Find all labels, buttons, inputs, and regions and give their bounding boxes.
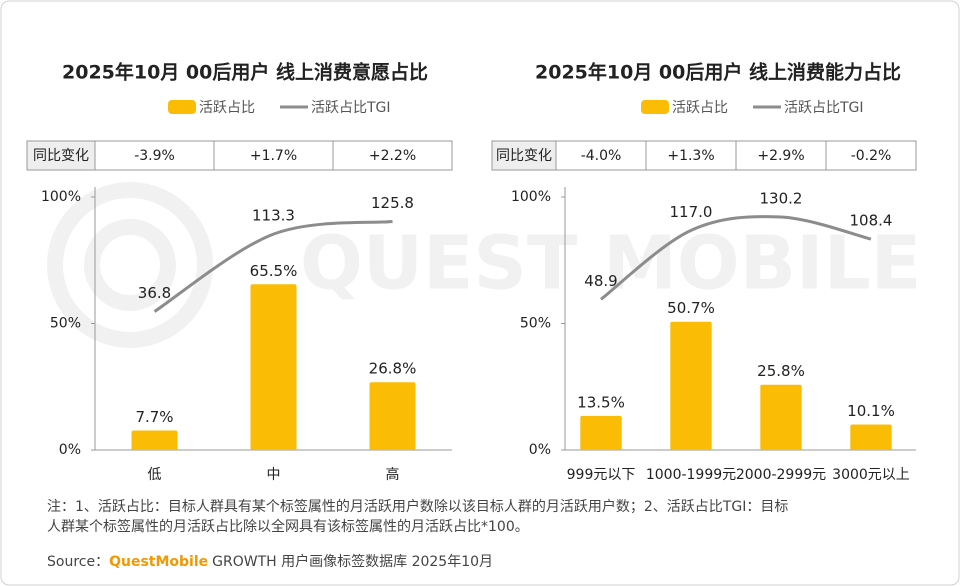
- bar-value-label: 25.8%: [757, 362, 805, 380]
- bar: [580, 415, 622, 450]
- x-tick-label: 高: [386, 466, 400, 483]
- table-label: 同比变化: [496, 148, 552, 164]
- y-tick-label: 100%: [511, 189, 551, 205]
- bar-value-label: 65.5%: [250, 262, 298, 280]
- line-value-label: 48.9: [584, 272, 617, 290]
- bar-value-label: 13.5%: [577, 393, 625, 411]
- x-tick-label: 3000元以上: [832, 467, 910, 483]
- table-cell: [491, 140, 557, 171]
- y-tick-label: 0%: [529, 442, 551, 458]
- table-value: +2.9%: [757, 148, 804, 164]
- x-tick-label: 2000-2999元: [736, 467, 826, 483]
- legend-swatch: [641, 100, 669, 114]
- bar: [760, 384, 802, 450]
- x-tick-label: 999元以下: [567, 467, 636, 483]
- table-value: -4.0%: [581, 148, 622, 164]
- table-cell: [825, 140, 917, 171]
- legend-label: 活跃占比: [199, 100, 255, 116]
- bar-value-label: 7.7%: [135, 408, 173, 426]
- table-cell: [94, 140, 215, 171]
- bar: [670, 321, 712, 450]
- table-value: -0.2%: [851, 148, 892, 164]
- line-value-label: 108.4: [850, 212, 893, 230]
- legend-label: 活跃占比TGI: [311, 100, 391, 116]
- table-value: +2.2%: [369, 148, 416, 164]
- tgi-line: [600, 215, 872, 301]
- chart-title: 2025年10月 00后用户 线上消费能力占比: [535, 61, 901, 84]
- table-label: 同比变化: [33, 148, 89, 164]
- bar-value-label: 26.8%: [369, 360, 417, 378]
- table-value: +1.7%: [250, 148, 297, 164]
- legend-label: 活跃占比TGI: [784, 100, 864, 116]
- table-cell: [645, 140, 737, 171]
- bar-value-label: 10.1%: [847, 402, 895, 420]
- table-cell: [213, 140, 334, 171]
- legend-label: 活跃占比: [672, 100, 728, 116]
- source: Source：QuestMobile GROWTH 用户画像标签数据库 2025年…: [47, 553, 493, 570]
- line-value-label: 130.2: [760, 190, 803, 208]
- note-line: 人群某个标签属性的月活跃占比除以全网具有该标签属性的月活跃占比*100。: [47, 518, 529, 535]
- bar: [131, 430, 178, 450]
- chart-title: 2025年10月 00后用户 线上消费意愿占比: [62, 61, 428, 84]
- x-tick-label: 1000-1999元: [646, 467, 736, 483]
- note-line: 注：1、活跃占比：目标人群具有某个标签属性的月活跃用户数除以该目标人群的月活跃用…: [47, 498, 788, 515]
- line-value-label: 113.3: [252, 207, 295, 225]
- table-cell: [332, 140, 453, 171]
- line-value-label: 117.0: [670, 203, 713, 221]
- y-tick-label: 0%: [59, 442, 81, 458]
- y-tick-label: 50%: [50, 316, 81, 332]
- table-value: +1.3%: [667, 148, 714, 164]
- legend-swatch: [168, 100, 196, 114]
- watermark-logo: [47, 182, 213, 348]
- source-text: GROWTH 用户画像标签数据库 2025年10月: [212, 553, 493, 570]
- bar-value-label: 50.7%: [667, 299, 715, 317]
- source-label: Source：: [47, 554, 109, 570]
- y-tick-label: 50%: [520, 316, 551, 332]
- bar: [250, 284, 297, 450]
- tgi-line: [153, 219, 393, 313]
- x-tick-label: 低: [148, 467, 162, 483]
- source-brand: QuestMobile: [109, 554, 208, 570]
- bar: [369, 382, 416, 450]
- y-tick-label: 100%: [41, 189, 81, 205]
- watermark: QUEST MOBILE: [300, 221, 921, 307]
- line-value-label: 125.8: [371, 194, 414, 212]
- table-value: -3.9%: [134, 148, 175, 164]
- line-value-label: 36.8: [138, 284, 171, 302]
- bar: [850, 424, 892, 450]
- x-tick-label: 中: [267, 467, 281, 483]
